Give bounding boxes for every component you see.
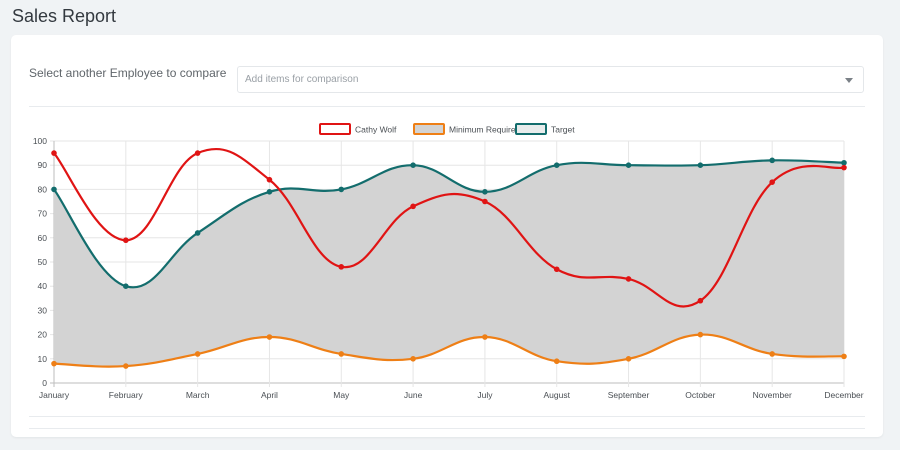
data-point	[769, 351, 775, 357]
legend-swatch	[319, 123, 351, 135]
data-point	[553, 266, 560, 273]
page-title: Sales Report	[12, 6, 117, 26]
top-divider	[29, 106, 865, 107]
data-point	[553, 162, 560, 168]
data-point	[194, 150, 201, 156]
compare-employee-select[interactable]: Add items for comparison	[237, 66, 864, 93]
data-point	[410, 162, 416, 168]
target-minimum-fill	[54, 160, 844, 367]
legend-item: Minimum Required	[413, 123, 521, 135]
data-point	[266, 189, 273, 195]
data-point	[625, 356, 632, 362]
x-tick-label: January	[39, 390, 70, 400]
data-point	[841, 353, 847, 360]
y-tick-label: 70	[38, 209, 48, 219]
y-tick-label: 0	[42, 378, 47, 388]
x-tick-label: September	[608, 390, 650, 400]
data-point	[625, 276, 632, 282]
data-point	[697, 331, 704, 338]
x-tick-label: June	[404, 390, 423, 400]
y-tick-label: 50	[38, 257, 48, 267]
data-point	[338, 351, 345, 357]
data-point	[482, 334, 488, 340]
x-tick-label: July	[477, 390, 493, 400]
data-point	[338, 264, 345, 270]
data-point	[51, 186, 57, 193]
y-tick-label: 90	[38, 160, 48, 170]
y-tick-label: 10	[38, 354, 48, 364]
data-point	[841, 164, 847, 171]
legend-label: Target	[551, 125, 575, 135]
data-point	[482, 198, 488, 205]
data-point	[769, 179, 775, 185]
x-tick-label: October	[685, 390, 715, 400]
x-tick-label: December	[824, 390, 863, 400]
series-line	[53, 333, 845, 368]
data-point	[553, 358, 560, 365]
footer-divider	[29, 428, 865, 429]
compare-placeholder: Add items for comparison	[245, 74, 359, 85]
data-point	[625, 162, 632, 168]
legend-label: Cathy Wolf	[355, 125, 397, 135]
data-point	[51, 150, 57, 156]
x-tick-label: May	[333, 390, 350, 400]
data-point	[266, 334, 273, 340]
y-tick-label: 80	[38, 184, 48, 194]
data-point	[410, 356, 416, 362]
series-minimum-required	[51, 331, 847, 369]
data-point	[194, 230, 201, 236]
y-tick-label: 100	[33, 136, 47, 146]
compare-label: Select another Employee to compare	[29, 66, 227, 80]
data-point	[266, 176, 273, 183]
data-point	[697, 162, 704, 168]
bottom-divider	[29, 416, 865, 417]
series-target	[51, 157, 847, 290]
data-point	[123, 237, 129, 244]
data-point	[338, 186, 345, 193]
chart-legend: Cathy Wolf Minimum Required Target	[319, 123, 575, 135]
data-point	[194, 351, 201, 357]
series-line	[53, 147, 845, 308]
y-tick-label: 40	[38, 281, 48, 291]
chevron-down-icon[interactable]	[845, 78, 853, 83]
legend-swatch	[413, 123, 445, 135]
x-tick-label: August	[543, 390, 570, 400]
legend-item: Cathy Wolf	[319, 123, 397, 135]
data-point	[410, 203, 416, 210]
x-tick-label: April	[261, 390, 278, 400]
legend-item: Target	[515, 123, 575, 135]
legend-label: Minimum Required	[449, 125, 521, 135]
legend-swatch	[515, 123, 547, 135]
data-point	[769, 157, 775, 164]
data-point	[482, 189, 488, 195]
y-tick-label: 30	[38, 305, 48, 315]
x-tick-label: March	[186, 390, 210, 400]
y-tick-label: 20	[38, 330, 48, 340]
x-tick-label: November	[753, 390, 792, 400]
series-cathy-wolf	[51, 147, 847, 308]
x-tick-label: February	[109, 390, 144, 400]
data-point	[51, 360, 57, 367]
y-tick-label: 60	[38, 233, 48, 243]
data-point	[123, 283, 129, 290]
data-point	[697, 297, 704, 304]
data-point	[841, 159, 847, 166]
data-point	[123, 363, 129, 369]
